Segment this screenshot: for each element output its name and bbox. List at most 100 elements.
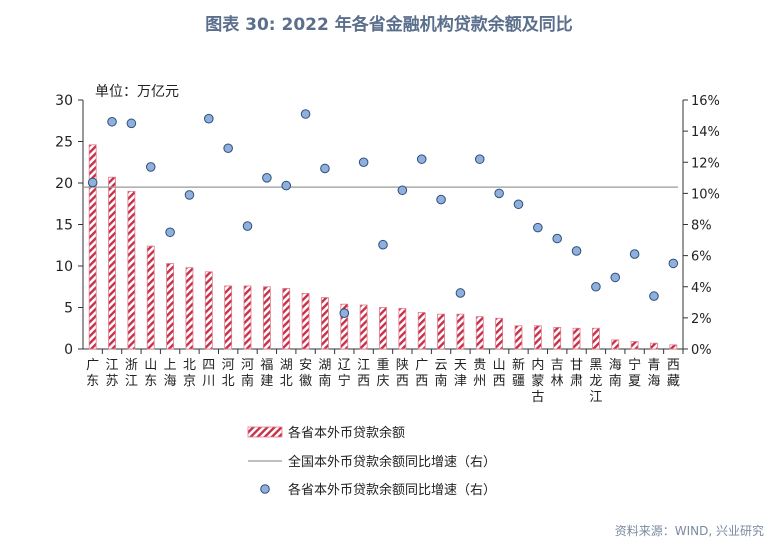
- growth-point: [533, 222, 543, 233]
- unit-label: 单位：万亿元: [95, 84, 179, 100]
- source-note: 资料来源：WIND, 兴业研究: [614, 524, 764, 538]
- x-tick-label: 西: [493, 374, 506, 389]
- right-tick-label: 4%: [691, 281, 712, 296]
- x-tick-label: 辽: [338, 358, 351, 373]
- bar: [359, 304, 368, 350]
- x-tick-label: 夏: [628, 374, 641, 389]
- right-tick-label: 2%: [691, 312, 712, 327]
- bar: [108, 176, 116, 350]
- growth-point: [107, 116, 117, 127]
- x-tick-label: 古: [531, 390, 544, 405]
- x-tick-label: 西: [415, 374, 428, 389]
- growth-point: [474, 154, 485, 164]
- growth-point: [242, 221, 253, 231]
- bar: [592, 327, 600, 350]
- legend-dot-label: 各省本外币贷款余额同比增速（右）: [288, 482, 496, 498]
- x-tick-label: 云: [435, 358, 448, 373]
- growth-point: [165, 227, 175, 238]
- x-tick-label: 北: [183, 358, 196, 373]
- bar: [456, 313, 465, 350]
- x-tick-label: 西: [357, 374, 370, 389]
- growth-point: [204, 113, 214, 124]
- bar: [340, 303, 349, 350]
- x-tick-label: 东: [86, 374, 99, 389]
- growth-point: [397, 185, 408, 196]
- x-tick-label: 东: [144, 374, 157, 389]
- x-tick-label: 肃: [570, 374, 583, 389]
- growth-point: [494, 188, 504, 199]
- x-tick-label: 江: [125, 374, 138, 389]
- bar: [417, 312, 426, 350]
- growth-point: [126, 118, 137, 129]
- bar: [533, 325, 542, 350]
- x-tick-label: 京: [183, 374, 196, 389]
- x-tick-label: 徽: [299, 374, 312, 389]
- left-tick-label: 15: [55, 218, 73, 234]
- x-tick-label: 宁: [628, 357, 641, 373]
- x-tick-label: 重: [376, 357, 389, 373]
- x-tick-label: 南: [318, 373, 331, 389]
- x-tick-label: 河: [241, 358, 254, 373]
- x-tick-label: 建: [260, 374, 273, 389]
- right-tick-label: 10%: [691, 187, 720, 202]
- x-tick-label: 州: [473, 374, 486, 389]
- bar: [398, 307, 407, 350]
- x-tick-label: 北: [222, 374, 235, 389]
- x-tick-label: 藏: [667, 374, 680, 389]
- growth-point: [320, 163, 330, 174]
- growth-point: [300, 109, 311, 119]
- growth-point: [668, 258, 679, 269]
- bar: [321, 297, 329, 350]
- left-tick-label: 25: [55, 135, 73, 151]
- x-tick-label: 西: [396, 374, 409, 389]
- growth-point: [649, 291, 659, 301]
- x-tick-label: 南: [435, 373, 448, 389]
- x-tick-label: 西: [667, 358, 680, 373]
- bar: [127, 190, 136, 350]
- x-tick-label: 江: [589, 390, 602, 405]
- bar: [495, 317, 504, 350]
- growth-point: [223, 143, 233, 154]
- bar: [630, 341, 639, 350]
- legend-dot-swatch: [260, 484, 270, 494]
- growth-point: [281, 180, 292, 191]
- growth-point: [455, 288, 466, 298]
- x-tick-label: 南: [241, 373, 254, 389]
- legend-bar-swatch: [247, 426, 283, 438]
- x-tick-label: 山: [144, 358, 157, 373]
- x-tick-label: 河: [222, 358, 235, 373]
- right-tick-label: 0%: [691, 343, 712, 358]
- x-tick-label: 吉: [551, 358, 564, 373]
- bar: [146, 245, 155, 350]
- right-tick-label: 12%: [691, 156, 720, 171]
- right-tick-label: 16%: [691, 94, 720, 109]
- growth-point: [339, 308, 350, 319]
- x-tick-label: 蒙: [531, 374, 544, 389]
- x-tick-label: 湖: [318, 358, 331, 373]
- chart-title: 图表 30: 2022 年各省金融机构贷款余额及同比: [205, 15, 573, 35]
- growth-point: [262, 173, 272, 183]
- growth-point: [378, 239, 388, 250]
- x-tick-label: 山: [493, 358, 506, 373]
- bar: [166, 263, 174, 350]
- x-tick-label: 陕: [396, 358, 409, 373]
- bar: [224, 285, 233, 350]
- x-tick-label: 海: [164, 374, 177, 389]
- growth-point: [591, 281, 601, 292]
- x-tick-label: 广: [415, 358, 428, 373]
- x-tick-label: 新: [512, 357, 525, 373]
- growth-point: [436, 194, 446, 205]
- legend-bar-label: 各省本外币贷款余额: [288, 425, 405, 441]
- bar: [204, 271, 213, 350]
- growth-point: [87, 177, 98, 188]
- x-tick-label: 北: [280, 374, 293, 389]
- bar: [282, 288, 291, 350]
- right-tick-label: 6%: [691, 250, 712, 265]
- x-tick-label: 天: [454, 358, 467, 373]
- x-tick-label: 庆: [376, 374, 389, 389]
- x-tick-label: 海: [609, 358, 622, 373]
- x-tick-label: 黑: [589, 358, 602, 373]
- x-tick-label: 贵: [473, 358, 486, 373]
- x-tick-label: 海: [647, 374, 660, 389]
- growth-point: [358, 157, 369, 168]
